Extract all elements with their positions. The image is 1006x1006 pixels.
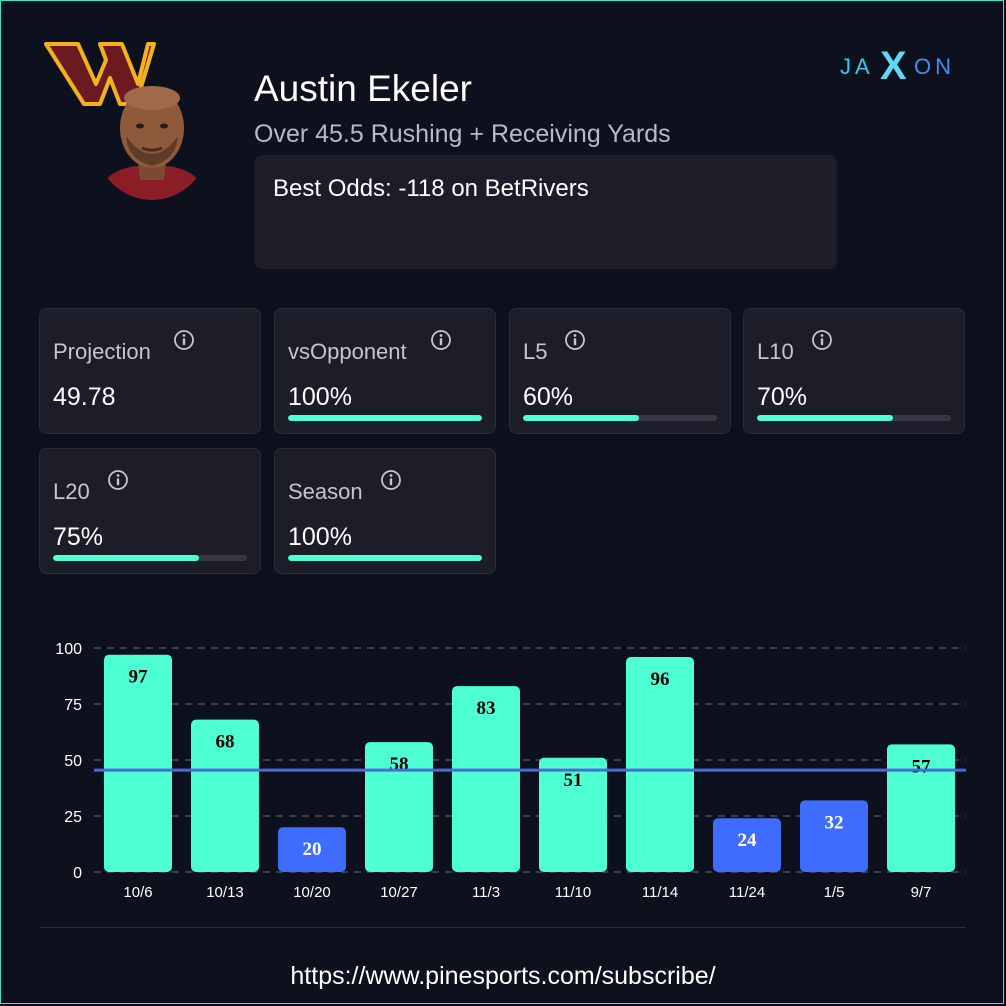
stat-card-l5: L5 60% — [509, 308, 731, 434]
x-tick-label: 1/5 — [824, 884, 845, 901]
stat-label: L5 — [523, 339, 548, 364]
info-icon[interactable] — [107, 469, 129, 491]
bar — [278, 827, 346, 872]
bar-value-label: 96 — [651, 669, 670, 690]
bar — [713, 818, 781, 872]
info-icon[interactable] — [811, 329, 833, 351]
y-tick-label: 25 — [64, 809, 82, 826]
y-tick-label: 100 — [55, 641, 82, 658]
bar-value-label: 68 — [216, 732, 235, 753]
bar — [365, 742, 433, 872]
y-tick-label: 50 — [64, 753, 82, 770]
info-icon[interactable] — [380, 469, 402, 491]
stat-card-l20: L20 75% — [39, 448, 261, 574]
progress-track — [288, 555, 482, 561]
stat-value: 70% — [757, 383, 808, 411]
stat-label: Season — [288, 479, 363, 504]
stat-value: 49.78 — [53, 383, 116, 411]
stat-label: Projection — [53, 339, 151, 364]
bar-value-label: 83 — [477, 698, 496, 719]
progress-fill — [523, 415, 640, 421]
stat-label: L20 — [53, 479, 90, 504]
x-tick-label: 9/7 — [911, 884, 932, 901]
bar — [887, 744, 955, 872]
footer-divider — [40, 927, 966, 928]
stat-value: 100% — [288, 523, 352, 551]
info-icon[interactable] — [564, 329, 586, 351]
y-tick-label: 75 — [64, 697, 82, 714]
stat-label: vsOpponent — [288, 339, 407, 364]
x-tick-label: 11/10 — [555, 884, 591, 901]
progress-track — [523, 415, 717, 421]
bar-value-label: 51 — [564, 770, 583, 791]
bar-value-label: 32 — [825, 812, 844, 833]
progress-track — [288, 415, 482, 421]
best-odds-text: Best Odds: -118 on BetRivers — [273, 175, 589, 202]
y-tick-label: 0 — [73, 865, 82, 882]
progress-track — [757, 415, 951, 421]
progress-fill — [288, 555, 482, 561]
info-icon[interactable] — [430, 329, 452, 351]
game-log-bar-chart: 0 25 50 75 100 97 10/6 68 10/13 20 10/20 58 10/27 83 1… — [55, 641, 966, 901]
footer-url[interactable]: https://www.pinesports.com/subscribe/ — [290, 962, 716, 990]
brand-letters-mid: X — [880, 46, 907, 86]
bar — [626, 656, 694, 872]
bar — [452, 686, 520, 872]
x-tick-label: 10/27 — [380, 884, 418, 901]
progress-fill — [288, 415, 482, 421]
bar-value-label: 58 — [390, 754, 409, 775]
brand-letters-left: JA — [840, 54, 874, 79]
bar-value-label: 57 — [912, 756, 932, 777]
bar-value-label: 24 — [738, 830, 758, 851]
best-odds-box: Best Odds: -118 on BetRivers — [254, 155, 837, 269]
x-tick-label: 10/13 — [206, 884, 244, 901]
bar — [191, 719, 259, 872]
stat-card-vsopponent: vsOpponent 100% — [274, 308, 496, 434]
bar-value-label: 97 — [129, 667, 149, 688]
player-headshot-icon — [96, 86, 208, 200]
player-name: Austin Ekeler — [254, 68, 472, 109]
stat-card-season: Season 100% — [274, 448, 496, 574]
x-tick-label: 11/3 — [472, 884, 500, 901]
jaxon-logo-icon: JA X ON — [840, 46, 955, 86]
stat-value: 75% — [53, 523, 104, 551]
brand-letters-right: ON — [914, 54, 955, 79]
x-tick-label: 11/24 — [729, 884, 765, 901]
stat-card-projection: Projection 49.78 — [39, 308, 261, 434]
player-avatar — [96, 76, 208, 200]
bar — [800, 800, 868, 872]
progress-fill — [53, 555, 199, 561]
prop-line: Over 45.5 Rushing + Receiving Yards — [254, 120, 671, 148]
info-icon[interactable] — [173, 329, 195, 351]
bar-value-label: 20 — [303, 839, 322, 860]
stat-label: L10 — [757, 339, 794, 364]
stat-card-l10: L10 70% — [743, 308, 965, 434]
stat-value: 60% — [523, 383, 574, 411]
progress-fill — [757, 415, 893, 421]
x-tick-label: 10/20 — [293, 884, 331, 901]
x-tick-label: 10/6 — [123, 884, 152, 901]
x-tick-label: 11/14 — [642, 884, 678, 901]
stat-value: 100% — [288, 383, 352, 411]
bar — [539, 757, 607, 872]
team-logo-icon — [44, 42, 156, 106]
progress-track — [53, 555, 247, 561]
bar — [104, 654, 172, 872]
